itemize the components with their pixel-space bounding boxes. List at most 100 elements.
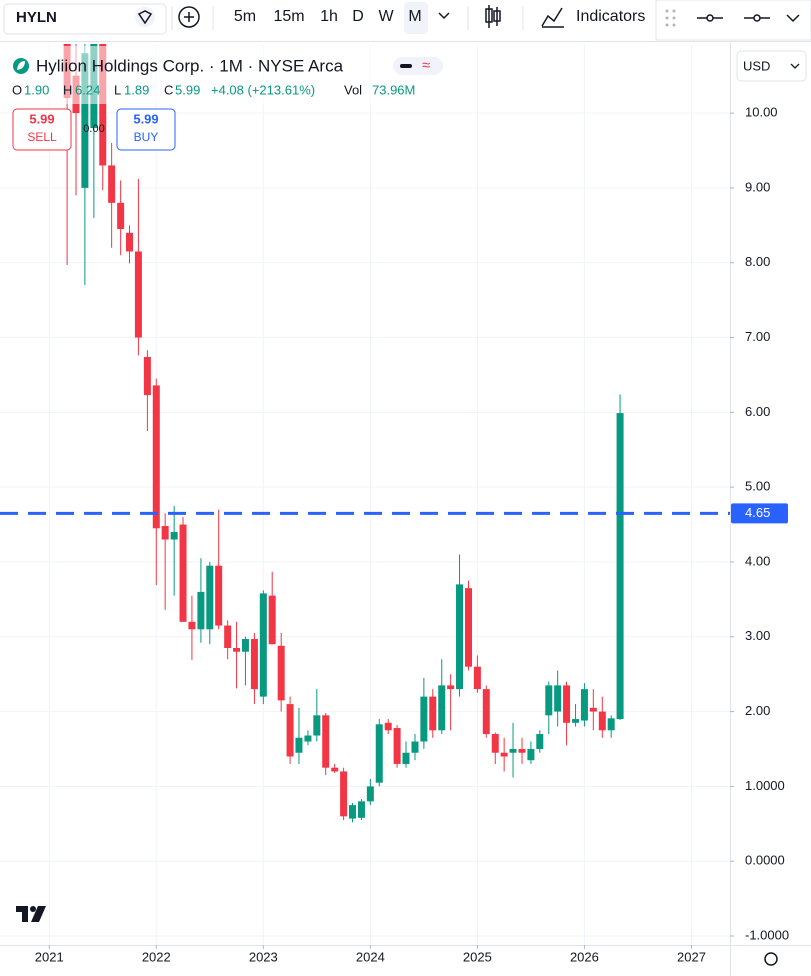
price-line-label: 4.65 (745, 505, 770, 520)
ohlc-value: 1.89 (124, 82, 149, 97)
indicators-icon[interactable] (541, 7, 564, 28)
candle-body (331, 767, 339, 772)
ohlc-label: L (114, 82, 121, 97)
volume-value: 73.96M (372, 82, 415, 97)
spread: 0.00 (83, 123, 104, 135)
price-line-label-bg (731, 503, 788, 524)
candle-body (366, 786, 374, 802)
candle-body (527, 748, 535, 761)
candle-body (456, 584, 464, 690)
candle-body (117, 202, 125, 230)
candle-body (126, 232, 134, 252)
interval-dropdown[interactable] (438, 12, 450, 20)
candle-body (197, 591, 205, 630)
y-tick-label: 10.00 (745, 105, 778, 120)
interval-button[interactable]: M (408, 8, 421, 25)
candle-body (500, 752, 508, 757)
ohlc-value: 1.90 (24, 82, 49, 97)
indicators-button[interactable]: Indicators (576, 8, 645, 25)
candle-body (518, 748, 526, 753)
currency-dropdown (790, 63, 800, 69)
candle-body (545, 685, 553, 716)
symbol[interactable]: HYLN (16, 9, 57, 26)
candle-body (215, 565, 223, 626)
y-tick-label: 7.00 (745, 329, 770, 344)
candle-body (563, 685, 571, 723)
candle-body (143, 356, 151, 396)
candle-body (411, 741, 419, 753)
legend-toggle-wave: ≈ (422, 57, 430, 74)
y-tick-label: 3.00 (745, 628, 770, 643)
candle-body (250, 639, 258, 690)
candle-body (295, 737, 303, 753)
active-interval-bg (404, 2, 428, 34)
interval-button[interactable]: W (378, 8, 394, 25)
candle-body (134, 251, 142, 338)
drag-handle (665, 9, 676, 27)
candle-body (402, 752, 410, 764)
interval-button[interactable]: 5m (234, 8, 256, 25)
line-tool[interactable] (697, 14, 723, 22)
candle-body (233, 647, 241, 652)
x-tick-label: 2026 (570, 949, 599, 964)
candle-body (357, 801, 365, 818)
legend-toggle[interactable] (393, 57, 443, 75)
currency[interactable]: USD (743, 58, 770, 73)
chart-type-icon[interactable] (485, 5, 501, 28)
buy-price: 5.99 (133, 111, 158, 126)
candle-body (206, 565, 214, 630)
candle-body (99, 44, 107, 166)
candle-body (589, 707, 597, 712)
candle-body (384, 722, 392, 731)
ohlc-label: H (63, 82, 72, 97)
x-tick-label: 2024 (356, 949, 385, 964)
candle-body (438, 685, 446, 731)
symbol-logo-leaf (17, 61, 25, 70)
candle-body (224, 625, 232, 648)
chart-title: Hyliion Holdings Corp. · 1M · NYSE Arca (36, 56, 344, 75)
candle-body (429, 696, 437, 731)
candle-body (393, 728, 401, 764)
x-tick-label: 2022 (142, 949, 171, 964)
y-tick-label: 5.00 (745, 479, 770, 494)
interval-button[interactable]: 1h (320, 8, 338, 25)
sell-button[interactable] (12, 108, 72, 151)
y-tick-label: 4.00 (745, 553, 770, 568)
candle-body (375, 724, 383, 783)
interval-button[interactable]: D (352, 8, 364, 25)
candle-body (580, 689, 588, 721)
compare-button[interactable] (178, 6, 200, 28)
buy-button[interactable] (116, 108, 176, 151)
candle-body (509, 748, 517, 753)
ohlc-value: 6.24 (75, 82, 100, 97)
candle-body (536, 734, 544, 749)
y-tick-label: 2.00 (745, 703, 770, 718)
alert-icon[interactable] (135, 7, 155, 27)
candle-body (179, 524, 187, 622)
candle-body (286, 704, 294, 757)
candle-body (268, 595, 276, 645)
tv-logo (16, 906, 46, 922)
interval-button[interactable]: 15m (273, 8, 304, 25)
sell-label: SELL (27, 130, 57, 144)
y-tick-label: 6.00 (745, 404, 770, 419)
y-tick-label: 8.00 (745, 254, 770, 269)
volume-label: Vol (344, 82, 362, 97)
hline-tool[interactable] (744, 14, 770, 22)
currency-box[interactable] (736, 50, 807, 82)
sell-price: 5.99 (29, 111, 54, 126)
legend-backdrop (0, 46, 440, 104)
candle-body (259, 593, 267, 697)
candle-body (241, 639, 249, 652)
candle-body (482, 689, 490, 735)
candle-body (152, 385, 160, 529)
settings-button[interactable] (764, 952, 778, 966)
ohlc-change: +4.08 (+213.61%) (211, 82, 315, 97)
candle-body (81, 53, 89, 188)
more-tools[interactable] (786, 14, 800, 23)
y-tick-label: 9.00 (745, 179, 770, 194)
candle-body (420, 696, 428, 742)
x-tick-label: 2021 (35, 949, 64, 964)
symbol-box[interactable] (3, 3, 167, 35)
candle-body (598, 711, 606, 731)
